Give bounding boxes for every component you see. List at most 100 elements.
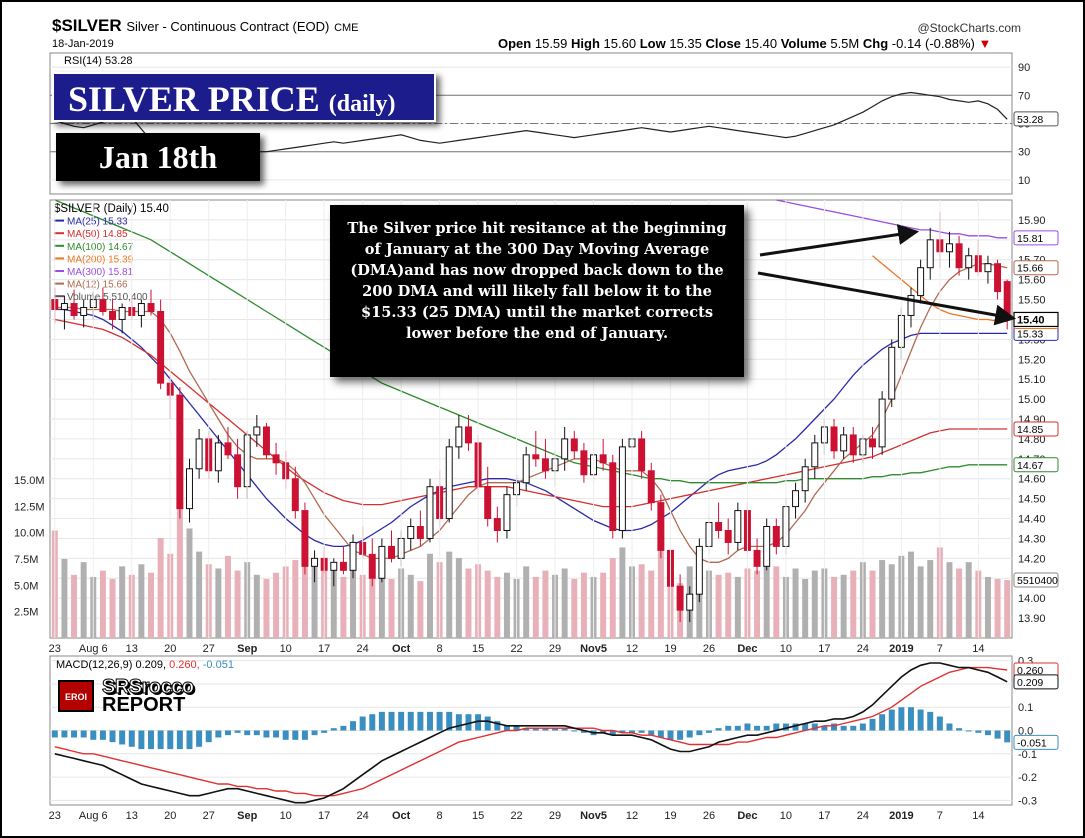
- volume-bar: [984, 576, 991, 638]
- macd-histogram-bar: [763, 725, 770, 731]
- macd-x-tick: 24: [357, 810, 369, 822]
- ma300-legend: MA(300) 15.81: [67, 267, 134, 278]
- candle-body: [214, 442, 222, 472]
- macd-histogram-bar: [705, 730, 712, 733]
- price-y-tick: 13.90: [1018, 613, 1046, 625]
- volume-bar: [571, 579, 578, 638]
- macd-x-tick: 8: [437, 810, 443, 822]
- macd-histogram-bar: [513, 725, 520, 731]
- volume-last-tag-box: [1013, 572, 1059, 588]
- volume-bar: [561, 568, 568, 638]
- volume-bar: [802, 579, 809, 638]
- macd-histogram-bar: [494, 721, 501, 731]
- macd-histogram-bar: [831, 723, 838, 731]
- macd-histogram-bar: [109, 730, 116, 743]
- ma12-last-tag: 15.66: [1017, 263, 1043, 275]
- macd-x-tick: 10: [280, 810, 292, 822]
- price-x-tick: 20: [164, 643, 176, 655]
- volume-bar: [273, 572, 280, 638]
- volume-bar: [80, 562, 87, 638]
- macd-y-tick: -0.1: [1018, 749, 1037, 761]
- price-x-tick: 23: [49, 643, 61, 655]
- macd-x-tick: 26: [703, 810, 715, 822]
- ma50-last-tag-box: [1013, 421, 1059, 437]
- volume-bar: [350, 568, 357, 638]
- macd-histogram-bar: [888, 709, 895, 731]
- candle-body: [349, 541, 357, 571]
- macd-y-tick: 0.0: [1018, 726, 1033, 738]
- volume-y-tick: 10.0M: [14, 528, 45, 540]
- annotation-arrows: [757, 224, 1017, 326]
- macd-histogram-bar: [609, 730, 616, 736]
- candle-body: [426, 486, 434, 539]
- candle-body: [157, 310, 165, 384]
- volume-bar: [71, 574, 78, 638]
- macd-x-tick: 17: [818, 810, 830, 822]
- macd-histogram-bar: [629, 730, 635, 733]
- candle-body: [580, 450, 588, 476]
- macd-histogram-bar: [984, 730, 991, 736]
- volume-bar: [109, 579, 116, 638]
- candle-body: [570, 438, 578, 452]
- macd-histogram-bar: [859, 723, 866, 731]
- volume-bar: [99, 570, 106, 638]
- volume-bar: [176, 506, 183, 638]
- macd-histogram-bar: [263, 730, 270, 738]
- macd-panel: 0.30.20.10.0-0.1-0.2-0.30.2600.209-0.051…: [49, 655, 1059, 822]
- macd-histogram-bar: [677, 730, 684, 740]
- volume-bar: [715, 574, 722, 638]
- volume-bar: [609, 557, 616, 638]
- volume-bar: [888, 564, 895, 638]
- macd-histogram-bar: [99, 730, 106, 740]
- price-x-tick: 29: [549, 643, 561, 655]
- macd-histogram-bar: [936, 716, 943, 731]
- candle-body: [532, 454, 540, 460]
- price-x-tick: Sep: [237, 643, 257, 655]
- macd-histogram-bar: [186, 730, 193, 750]
- price-x-tick: 19: [664, 643, 676, 655]
- candle-body: [253, 426, 261, 436]
- description: Silver - Continuous Contract (EOD): [126, 19, 330, 34]
- price-y-tick: 14.50: [1018, 494, 1046, 506]
- candle-body: [455, 426, 463, 448]
- ma100-last-tag-box: [1013, 457, 1059, 473]
- volume-bar: [946, 562, 953, 638]
- candle-body: [1003, 281, 1011, 320]
- volume-bar: [657, 549, 664, 638]
- macd-histogram-bar: [340, 725, 347, 731]
- volume-bar: [215, 568, 222, 638]
- candle-body: [984, 263, 992, 273]
- macd-histogram-bar: [840, 725, 847, 731]
- candle-body: [878, 398, 886, 448]
- candle-body: [994, 263, 1002, 293]
- candle-body: [830, 426, 838, 452]
- candle-body: [60, 303, 68, 311]
- macd-histogram-bar: [71, 730, 78, 738]
- macd-histogram-bar: [350, 721, 357, 731]
- volume-bar: [234, 570, 241, 638]
- candle-body: [647, 470, 655, 504]
- volume-bar: [879, 560, 886, 638]
- srsrocco-logo: EROI SRSrocco REPORT: [58, 676, 224, 716]
- macd-x-tick: Dec: [737, 810, 757, 822]
- macd-histogram-bar: [253, 730, 260, 736]
- rsi-y-tick: 70: [1018, 90, 1030, 102]
- chg-value: -0.14 (-0.88%): [891, 36, 975, 51]
- candle-body: [147, 303, 155, 312]
- macd-histogram-bar: [792, 723, 799, 731]
- candle-body: [407, 526, 415, 539]
- macd-histogram-bar: [657, 730, 664, 738]
- candle-body: [609, 462, 617, 531]
- macd-histogram-bar: [138, 730, 145, 750]
- price-y-tick: 14.20: [1018, 553, 1046, 565]
- candle-body: [70, 303, 78, 316]
- price-x-tick: 27: [203, 643, 215, 655]
- candle-body: [657, 502, 665, 551]
- macd-x-tick: 13: [126, 810, 138, 822]
- volume-y-tick: 15.0M: [14, 475, 45, 487]
- rsi-y-tick: 90: [1018, 62, 1030, 74]
- macd-histogram-bar: [946, 723, 953, 731]
- high-label: High: [571, 36, 600, 51]
- macd-histogram-bar: [369, 714, 376, 731]
- ma12-legend: MA(12) 15.66: [67, 280, 128, 291]
